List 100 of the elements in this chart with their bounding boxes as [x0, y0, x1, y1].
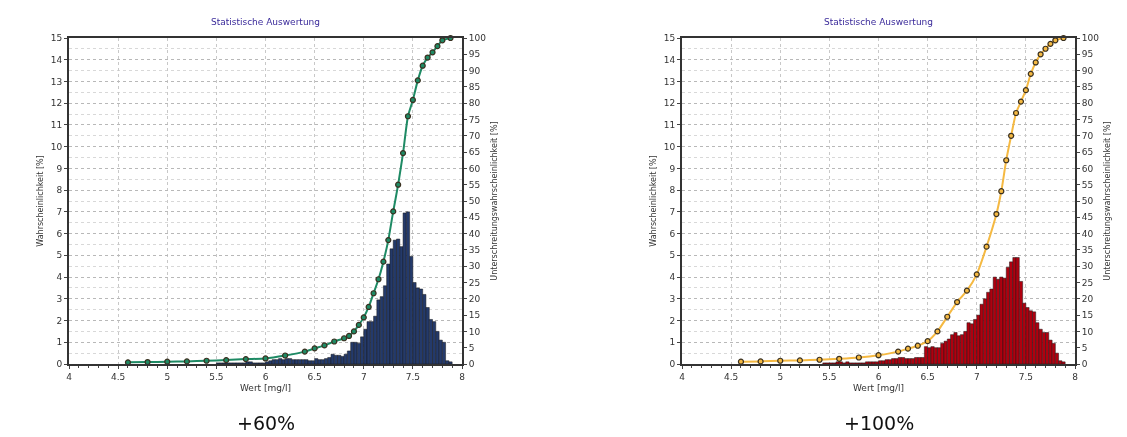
point	[954, 298, 961, 306]
y2-tick-label: 80	[1081, 98, 1094, 109]
point	[1032, 59, 1039, 66]
y2-tick-label: 65	[1081, 147, 1094, 158]
y2-tick-label: 30	[468, 261, 481, 272]
point	[1027, 70, 1034, 77]
point	[424, 54, 431, 61]
point	[816, 356, 823, 363]
point	[1022, 87, 1029, 94]
point	[380, 258, 387, 265]
point	[429, 49, 436, 56]
y2-tick-label: 55	[1081, 179, 1094, 190]
y2-tick-label: 35	[1081, 245, 1094, 256]
y2-tick-label: 40	[1081, 228, 1094, 239]
y-tick-label: 9	[56, 163, 63, 174]
y2-tick-label: 60	[1081, 163, 1094, 174]
x-tick-label: 5.5	[822, 371, 837, 382]
x-tick-label: 6	[875, 371, 882, 382]
y2-tick-label: 95	[1081, 49, 1094, 60]
point	[1052, 37, 1059, 44]
chart-title: Statistische Auswertung	[210, 17, 321, 28]
x-tick-label: 4.5	[723, 371, 739, 382]
y-tick-label: 2	[669, 315, 676, 326]
y2-tick-label: 15	[468, 310, 481, 321]
y-tick-label: 0	[56, 359, 63, 370]
y-tick-label: 12	[50, 98, 63, 109]
y2-tick-label: 85	[1081, 82, 1094, 93]
point	[399, 149, 407, 157]
point	[1008, 132, 1015, 139]
point	[223, 356, 230, 364]
x-axis-title: Wert [mg/l]	[239, 383, 292, 394]
y2-tick-label: 25	[468, 277, 481, 288]
point	[439, 37, 446, 44]
y2-tick-label: 45	[468, 212, 481, 223]
y2-tick-label: 70	[1081, 130, 1094, 141]
y-tick-label: 11	[50, 120, 63, 131]
y-tick-label: 3	[56, 293, 63, 304]
x-tick-label: 7	[973, 371, 980, 382]
y2-tick-label: 10	[468, 326, 481, 337]
y2-tick-label: 0	[468, 359, 475, 370]
point	[757, 358, 764, 365]
y-tick-label: 6	[56, 228, 63, 239]
y-tick-label: 4	[56, 272, 63, 283]
point	[385, 237, 392, 244]
point	[355, 321, 362, 328]
point	[777, 357, 784, 364]
x-tick-label: 8	[459, 371, 466, 382]
y-tick-label: 3	[669, 293, 676, 304]
point	[395, 181, 402, 188]
point	[375, 276, 382, 283]
point	[183, 358, 190, 365]
point	[419, 62, 426, 69]
y-tick-label: 14	[663, 54, 676, 65]
y2-tick-label: 100	[1081, 33, 1100, 44]
y-tick-label: 7	[56, 207, 63, 218]
x-tick-label: 5.5	[209, 371, 224, 382]
point	[998, 188, 1005, 195]
y2-tick-label: 20	[468, 293, 481, 304]
point	[983, 243, 990, 250]
point	[164, 358, 171, 365]
y-tick-label: 15	[50, 33, 63, 44]
y-tick-label: 8	[669, 185, 676, 196]
y2-axis-title: Unterschreitungswahrscheinlichkeit [%]	[1102, 121, 1112, 281]
y2-tick-label: 15	[1081, 310, 1094, 321]
y2-tick-label: 55	[468, 179, 481, 190]
x-tick-label: 4.5	[110, 371, 126, 382]
x-tick-label: 6.5	[307, 371, 322, 382]
y-axis-title: Wahrscheinlichkeit [%]	[648, 155, 658, 247]
y2-tick-label: 40	[468, 228, 481, 239]
x-tick-label: 5	[164, 371, 171, 382]
x-tick-label: 4	[679, 371, 686, 382]
y-tick-label: 4	[669, 272, 676, 283]
point	[1012, 109, 1020, 117]
y2-tick-label: 100	[468, 33, 487, 44]
point	[365, 303, 372, 311]
point	[914, 342, 921, 349]
y-tick-label: 10	[50, 141, 63, 152]
point	[350, 328, 358, 335]
y-tick-label: 12	[663, 98, 676, 109]
point	[796, 357, 803, 364]
point	[1042, 45, 1049, 52]
y2-tick-label: 85	[468, 82, 481, 93]
point	[370, 290, 377, 297]
point	[203, 357, 210, 364]
y-tick-label: 15	[663, 33, 676, 44]
point	[321, 342, 328, 349]
point	[311, 345, 318, 352]
point	[409, 96, 416, 104]
text: +60%	[237, 412, 296, 434]
y-tick-label: 14	[50, 54, 63, 65]
point	[904, 345, 912, 352]
y2-tick-label: 30	[1081, 261, 1094, 272]
y-tick-label: 13	[50, 76, 63, 87]
y-tick-label: 11	[663, 120, 676, 131]
y-tick-label: 5	[56, 250, 63, 261]
y2-tick-label: 75	[468, 114, 481, 125]
y2-tick-label: 90	[1081, 65, 1094, 76]
x-tick-label: 4	[66, 371, 73, 382]
y2-tick-label: 60	[468, 163, 481, 174]
point	[875, 352, 882, 359]
